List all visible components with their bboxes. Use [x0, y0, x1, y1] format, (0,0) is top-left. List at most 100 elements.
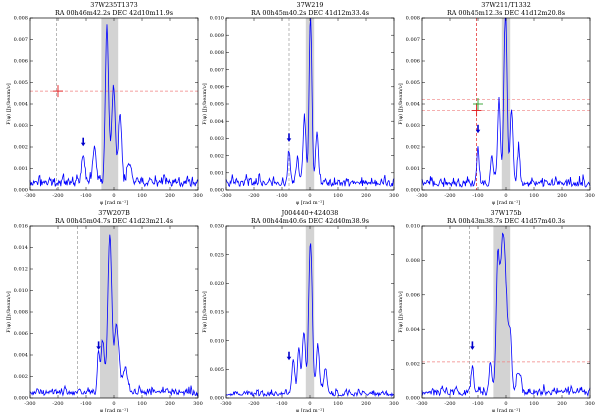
x-tick-label: -300 — [416, 193, 427, 199]
x-tick-label: 0 — [504, 401, 507, 407]
x-tick-label: 0 — [504, 193, 507, 199]
y-tick-label: 0.007 — [210, 67, 224, 73]
y-tick-label: 0.003 — [210, 136, 224, 142]
arrow-marker — [96, 346, 101, 350]
x-tick-label: 300 — [389, 401, 399, 407]
y-axis-label: F(φ) [Jy/beam/ν] — [5, 83, 12, 125]
y-tick-label: 0.008 — [210, 50, 224, 56]
y-tick-label: 0.006 — [406, 293, 420, 299]
x-tick-label: 300 — [193, 401, 203, 407]
rm-spectrum-line — [29, 234, 199, 397]
y-tick-label: 0.005 — [210, 367, 224, 373]
arrow-marker — [80, 142, 86, 147]
y-tick-label: 0.000 — [210, 188, 224, 194]
y-tick-label: 0.008 — [14, 310, 28, 316]
y-tick-label: 0.005 — [210, 102, 224, 108]
x-tick-label: -100 — [472, 401, 483, 407]
x-tick-label: -300 — [416, 401, 427, 407]
y-tick-label: 0.009 — [210, 33, 224, 39]
x-tick-label: -300 — [24, 193, 35, 199]
x-tick-label: 300 — [193, 193, 203, 199]
y-tick-label: 0.004 — [406, 102, 420, 108]
x-tick-label: 200 — [361, 401, 371, 407]
y-axis-label: F(φ) [Jy/beam/ν] — [397, 83, 404, 125]
y-tick-label: 0.004 — [406, 327, 420, 333]
y-tick-label: 0.002 — [14, 145, 28, 151]
panel-title: 37W207B — [98, 209, 130, 217]
x-axis-label: φ [rad m⁻²] — [492, 200, 521, 206]
y-tick-label: 0.000 — [406, 396, 420, 402]
panel-subtitle: RA 00h43m38.7s DEC 41d57m40.3s — [447, 217, 565, 225]
panel-title: 37W219 — [297, 1, 324, 9]
rm-spectrum-line — [225, 243, 395, 398]
y-tick-label: 0.010 — [210, 16, 224, 22]
y-tick-label: 0.006 — [406, 59, 420, 65]
panel-subtitle: RA 00h46m42.2s DEC 42d10m11.9s — [55, 9, 173, 17]
y-tick-label: 0.010 — [406, 224, 420, 230]
arrow-marker — [470, 346, 475, 350]
rm-spectrum-line — [29, 24, 199, 188]
x-axis-label: φ [rad m⁻²] — [296, 408, 325, 412]
y-tick-label: 0.010 — [14, 288, 28, 294]
shaded-band — [493, 226, 511, 398]
panel-subtitle: RA 00h44m40.6s DEC 42d40m38.9s — [251, 217, 369, 225]
x-axis-label: φ [rad m⁻²] — [100, 200, 129, 206]
y-tick-label: 0.008 — [406, 258, 420, 264]
x-tick-label: 100 — [137, 401, 147, 407]
x-tick-label: 300 — [585, 193, 595, 199]
y-tick-label: 0.001 — [210, 171, 224, 177]
y-tick-label: 0.020 — [210, 281, 224, 287]
x-tick-label: 100 — [333, 401, 343, 407]
x-tick-label: -200 — [444, 401, 455, 407]
arrow-marker — [475, 129, 481, 134]
y-tick-label: 0.005 — [406, 80, 420, 86]
x-tick-label: 200 — [165, 193, 175, 199]
panel-title: 37W235T1373 — [90, 1, 137, 9]
y-tick-label: 0.006 — [14, 59, 28, 65]
y-tick-label: 0.001 — [406, 166, 420, 172]
y-tick-label: 0.016 — [14, 224, 28, 230]
y-tick-label: 0.014 — [14, 245, 28, 251]
y-tick-label: 0.008 — [14, 16, 28, 22]
x-tick-label: 200 — [361, 193, 371, 199]
x-tick-label: 0 — [308, 193, 311, 199]
x-tick-label: 300 — [389, 193, 399, 199]
x-tick-label: 100 — [333, 193, 343, 199]
x-tick-label: -100 — [80, 401, 91, 407]
arrow-marker — [286, 356, 292, 361]
y-tick-label: 0.025 — [210, 252, 224, 258]
y-tick-label: 0.002 — [14, 374, 28, 380]
y-tick-label: 0.000 — [210, 396, 224, 402]
y-tick-label: 0.006 — [14, 331, 28, 337]
rm-spectrum-line — [421, 232, 591, 398]
x-tick-label: -200 — [52, 401, 63, 407]
y-tick-label: 0.015 — [210, 310, 224, 316]
shaded-band — [501, 18, 511, 190]
panel-subtitle: RA 00h45m04.7s DEC 41d23m21.4s — [55, 217, 173, 225]
panel-title: 37W175b — [491, 209, 522, 217]
arrow-marker — [286, 138, 292, 142]
rm-spectrum-line — [225, 18, 395, 188]
y-tick-label: 0.012 — [14, 267, 28, 273]
panel-title: J004440+424038 — [281, 209, 339, 217]
y-tick-label: 0.010 — [210, 338, 224, 344]
x-tick-label: -300 — [220, 193, 231, 199]
y-axis-label: F(φ) [Jy/beam/ν] — [201, 291, 208, 333]
x-tick-label: 300 — [585, 401, 595, 407]
x-tick-label: -300 — [24, 401, 35, 407]
shaded-band — [305, 18, 315, 190]
y-tick-label: 0.003 — [14, 123, 28, 129]
x-tick-label: -100 — [80, 193, 91, 199]
y-tick-label: 0.004 — [210, 119, 224, 125]
x-axis-label: φ [rad m⁻²] — [492, 408, 521, 412]
y-tick-label: 0.007 — [406, 37, 420, 43]
x-tick-label: -200 — [52, 193, 63, 199]
panel-subtitle: RA 00h45m12.3s DEC 41d12m20.8s — [447, 9, 565, 17]
x-tick-label: 0 — [112, 193, 115, 199]
